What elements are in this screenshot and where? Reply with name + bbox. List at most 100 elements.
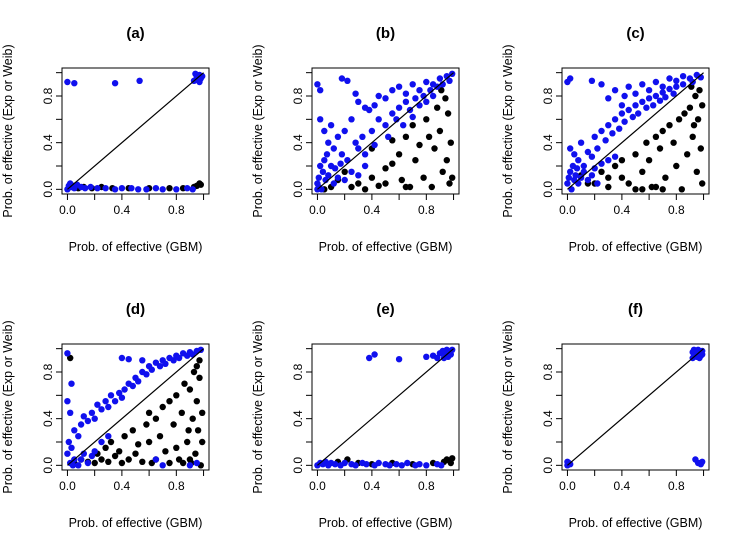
panel-d-point-blue (193, 459, 200, 467)
panel-a-point-blue (128, 185, 135, 192)
panel-b-x-tick-label: 0.0 (309, 203, 326, 217)
panel-f-x-tick-label: 0.8 (668, 479, 685, 493)
panel-d-x-tick-label: 0.0 (59, 479, 76, 493)
panel-b-point-blue (375, 116, 382, 123)
panel-b-point-blue (317, 162, 324, 170)
panel-d-reference-line (67, 348, 204, 466)
panel-b-point-black (382, 165, 389, 172)
panel-c-point-black (699, 180, 706, 187)
panel-d-point-black (132, 450, 139, 457)
panel-c-point-blue (618, 110, 626, 117)
panel-d-point-blue (68, 380, 75, 387)
panel-a-point-blue (136, 77, 143, 85)
panel-e-x-tick-label: 0.0 (309, 479, 326, 493)
panel-b-point-blue (330, 180, 337, 187)
panel-b-point-blue (334, 133, 342, 140)
panel-b-point-blue (355, 145, 362, 152)
panel-b-point-blue (341, 127, 348, 135)
panel-a-point-blue (135, 186, 142, 193)
panel-b-point-black (420, 174, 427, 181)
panel-c-point-black (675, 116, 683, 123)
panel-a-point-blue (184, 185, 191, 192)
panel-b-point-blue (423, 98, 430, 106)
panel-b-point-blue (446, 77, 453, 85)
panel-d-point-blue (98, 406, 105, 413)
panel-d-point-black (173, 392, 180, 399)
panel-b-reference-line (317, 72, 454, 190)
panel-b-point-blue (321, 157, 328, 164)
panel-c-point-black (686, 104, 694, 111)
panel-b-point-black (443, 157, 450, 164)
panel-d-point-blue (98, 438, 105, 446)
panel-b-point-blue (402, 98, 410, 106)
panel-e-point-blue (366, 354, 373, 362)
panel-e-point-blue (416, 461, 423, 468)
panel-c-point-blue (659, 89, 666, 96)
panel-d-point-blue (84, 459, 92, 467)
panel-c-point-black (645, 157, 653, 164)
panel-d-point-blue (71, 427, 78, 434)
panel-d-point-black (162, 448, 169, 455)
panel-d-point-black (145, 409, 153, 416)
panel-d-point-black (185, 427, 192, 434)
panel-b-point-blue (429, 92, 437, 100)
panel-d-title: (d) (126, 301, 145, 318)
panel-a-point-blue (159, 186, 166, 193)
panel-d-point-black (152, 415, 160, 422)
panel-d-point-black (166, 398, 173, 405)
panel-d-point-black (111, 452, 119, 460)
panel-d-point-black (192, 450, 199, 457)
panel-c-point-blue (605, 95, 612, 102)
panel-b-point-blue (348, 168, 355, 175)
panel-e-x-tick-label: 0.4 (364, 479, 381, 493)
panel-d-point-black (143, 421, 150, 428)
panel-c-point-blue (639, 98, 646, 106)
panel-b-point-blue (352, 139, 359, 146)
panel-b-point-blue (355, 172, 362, 179)
panel-c-x-tick-label: 0.4 (614, 203, 631, 217)
panel-c-point-blue (629, 113, 636, 121)
panel-a-x-tick-label: 0.8 (168, 203, 185, 217)
panel-d-point-black (194, 427, 202, 434)
panel-b-point-blue (371, 141, 378, 149)
panel-c-title: (c) (626, 25, 644, 42)
panel-b-point-blue (323, 151, 331, 158)
panel-c-reference-line (567, 72, 704, 190)
panel-c-point-blue (621, 118, 628, 125)
panel-c-point-blue (564, 180, 571, 187)
panel-c-point-blue (616, 125, 623, 132)
panel-c-point-blue (602, 137, 609, 144)
panel-b-point-black (442, 95, 449, 102)
panel-a-point-black (197, 181, 204, 188)
panel-d-point-black (159, 403, 166, 411)
panel-b-point-blue (338, 75, 346, 82)
panel-d-point-blue (65, 438, 73, 446)
panel-d-point-black (199, 409, 206, 416)
panel-d-point-blue (129, 382, 136, 390)
panel-d-point-black (107, 438, 115, 446)
panel-c-point-blue (598, 81, 605, 88)
panel-c-point-blue (572, 172, 579, 179)
panel-b-point-blue (368, 127, 376, 135)
panel-d-point-black (121, 433, 128, 440)
panel-b-point-blue (317, 116, 324, 123)
panel-c-point-black (692, 92, 699, 100)
panel-c-point-black (643, 139, 650, 146)
panel-b-point-black (447, 139, 454, 146)
panel-f-y-tick-label: 0.4 (541, 410, 555, 427)
panel-b-point-blue (361, 162, 369, 170)
panel-b-point-blue (314, 81, 321, 88)
panel-a-point-blue (87, 183, 94, 191)
panel-a-point-blue (189, 186, 196, 193)
panel-a-point-blue (111, 186, 119, 193)
panel-d-point-black (184, 438, 191, 446)
panel-c-point-blue (605, 122, 612, 129)
panel-d-point-black (173, 444, 180, 451)
panel-d-point-black (135, 441, 142, 448)
panel-d-point-black (129, 427, 136, 434)
panel-c-point-black (678, 186, 685, 193)
panel-c-point-black (662, 174, 669, 181)
panel-b-point-blue (344, 77, 351, 85)
panel-d-point-blue (84, 417, 92, 425)
panel-c-point-black (639, 186, 646, 193)
